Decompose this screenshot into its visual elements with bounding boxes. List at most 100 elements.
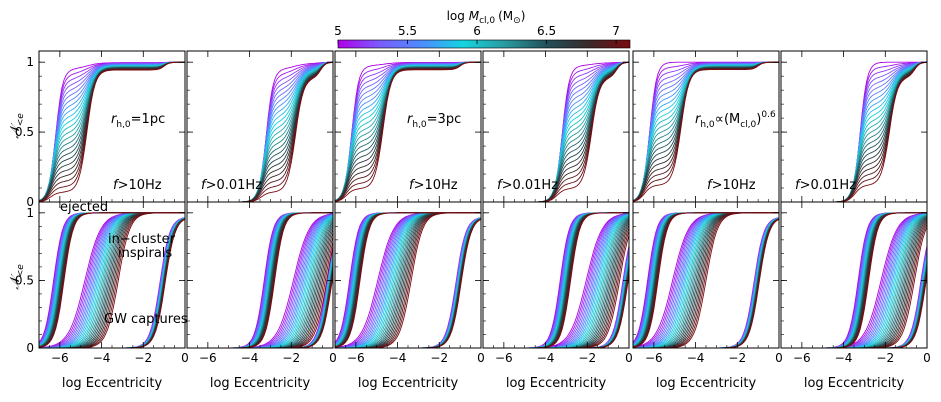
x-tick-label: −6 — [199, 351, 217, 365]
frequency-var: f — [497, 178, 504, 193]
series-line — [187, 61, 333, 202]
x-tick-label: 0 — [625, 351, 633, 365]
size-var: r — [111, 112, 118, 127]
series-line — [633, 61, 779, 202]
series-line — [633, 61, 779, 202]
frequency-rest: >10Hz — [118, 178, 162, 193]
series-line — [187, 247, 333, 348]
panel-r2-c1: −6 −4 −2 0 0 0.5 1 log Eccentricity — [15, 201, 189, 391]
size-rest: ∝(M — [715, 112, 741, 127]
size-var: r — [695, 112, 702, 127]
size-sub: h,0 — [700, 120, 715, 130]
series-line — [633, 61, 779, 202]
series-line — [335, 61, 481, 202]
series-line — [187, 275, 333, 348]
series-line — [633, 61, 779, 202]
colorbar-ticks: 5 5.5 6 6.5 7 — [334, 24, 620, 44]
frequency-var: f — [201, 178, 208, 193]
series-line — [633, 61, 779, 202]
series-line — [187, 61, 333, 202]
x-axis-label: log Eccentricity — [656, 376, 757, 391]
y-tick-label: 0.5 — [15, 273, 34, 287]
series-line — [633, 61, 779, 202]
x-tick-label: −4 — [537, 351, 555, 365]
panel-r2-c3: −6 −4 −2 0 log Eccentricity — [334, 201, 485, 391]
series-line — [483, 225, 629, 348]
series-line — [633, 61, 779, 202]
colorbar-tick-label: 6 — [473, 24, 481, 38]
size-sup: 0.6 — [761, 110, 776, 120]
frequency-var: f — [409, 178, 416, 193]
series-line — [633, 61, 779, 202]
colorbar-title-prefix: log — [447, 9, 469, 23]
colorbar-tick-label: 5.5 — [398, 24, 417, 38]
frequency-annotation: f>10Hz — [409, 178, 458, 193]
series-group — [335, 61, 481, 202]
x-axis-label: log Eccentricity — [506, 376, 607, 391]
x-tick-label: −2 — [728, 351, 746, 365]
series-line — [633, 61, 779, 202]
series-line — [781, 220, 927, 348]
frequency-rest: >0.01Hz — [800, 178, 857, 193]
captures-annotation: GW captures — [104, 312, 188, 327]
series-line — [187, 232, 333, 348]
series-group — [781, 212, 927, 348]
x-tick-label: −4 — [835, 351, 853, 365]
colorbar-title-unit: (M — [498, 9, 513, 23]
x-tick-label: −2 — [282, 351, 300, 365]
series-line — [633, 61, 779, 202]
series-group — [483, 61, 629, 202]
series-line — [633, 212, 779, 348]
series-line — [633, 61, 779, 202]
x-tick-label: −2 — [876, 351, 894, 365]
x-tick-label: −6 — [495, 351, 513, 365]
size-close: ) — [756, 112, 761, 127]
colorbar-tick-label: 7 — [612, 24, 620, 38]
x-tick-label: −6 — [793, 351, 811, 365]
series-line — [187, 223, 333, 348]
size-rest: =3pc — [427, 112, 462, 127]
panel-r1-c1: 00.51 — [15, 50, 186, 209]
y-tick-label: 0.5 — [15, 125, 34, 139]
series-group — [335, 212, 481, 348]
series-line — [483, 219, 629, 348]
y-tick-label: 1 — [26, 206, 34, 220]
x-tick-label: 0 — [477, 351, 485, 365]
series-line — [187, 226, 333, 348]
size-sub: h,0 — [116, 120, 131, 130]
colorbar-title-var: M — [469, 9, 480, 23]
series-line — [781, 216, 927, 348]
x-tick-label: 0 — [923, 351, 931, 365]
frequency-annotation: f>0.01Hz — [795, 178, 856, 193]
x-tick-label: −2 — [430, 351, 448, 365]
series-line — [483, 218, 629, 348]
series-line — [483, 212, 629, 348]
ejected-annotation: ejected — [60, 200, 108, 215]
frequency-annotation: f>0.01Hz — [497, 178, 558, 193]
series-line — [187, 221, 333, 348]
series-line — [187, 241, 333, 348]
inspirals-annotation-line2: inspirals — [118, 246, 172, 261]
series-line — [187, 236, 333, 348]
x-tick-label: −4 — [93, 351, 111, 365]
panel-r1-c6 — [780, 50, 928, 203]
x-tick-label: −4 — [241, 351, 259, 365]
x-axis-label: log Eccentricity — [210, 376, 311, 391]
x-tick-label: 0 — [775, 351, 783, 365]
x-tick-label: −6 — [347, 351, 365, 365]
x-tick-label: −4 — [389, 351, 407, 365]
panel-r1-c5 — [632, 50, 780, 203]
colorbar-tick-label: 5 — [334, 24, 342, 38]
x-axis-label: log Eccentricity — [62, 376, 163, 391]
y-tick-label: 0 — [26, 341, 34, 355]
series-line — [633, 218, 779, 348]
frequency-var: f — [795, 178, 802, 193]
series-line — [781, 216, 927, 348]
size-annotation: rh,0=1pc — [111, 112, 165, 130]
series-line — [39, 61, 185, 202]
series-line — [633, 61, 779, 202]
series-line — [633, 61, 779, 202]
series-group — [39, 212, 185, 348]
